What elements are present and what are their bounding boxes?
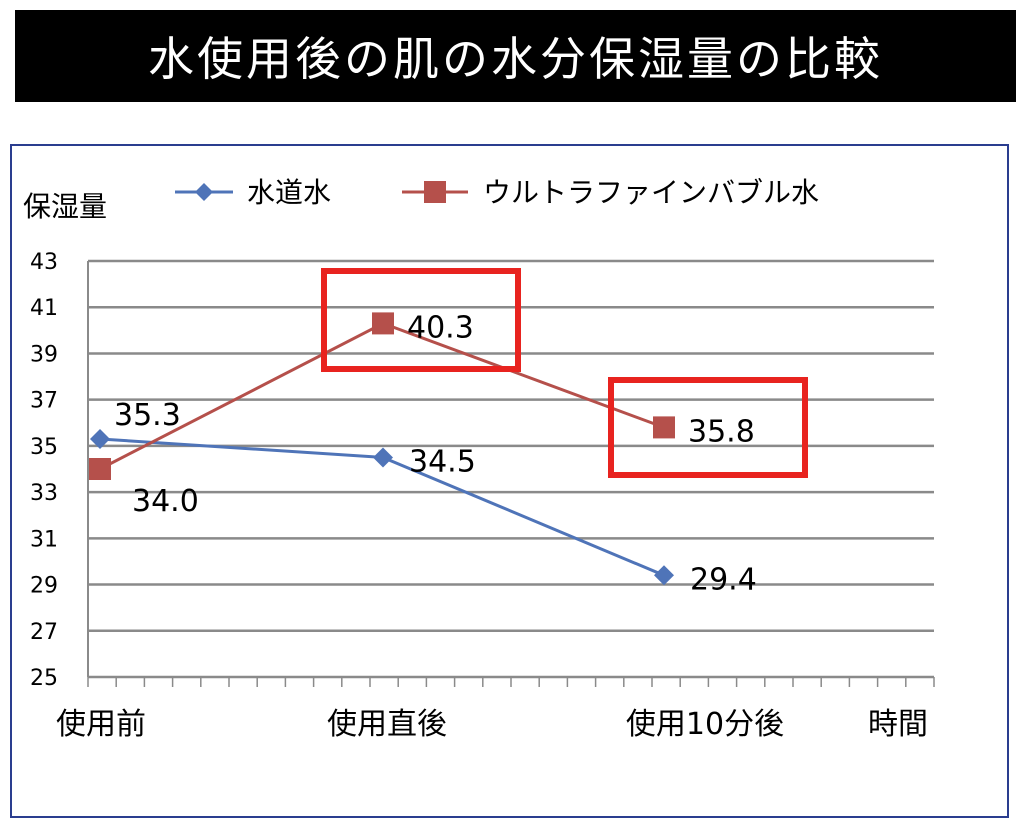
data-point-square <box>89 458 111 480</box>
y-tick-label: 25 <box>30 666 58 691</box>
y-tick-label: 37 <box>30 389 58 414</box>
y-tick-label: 41 <box>30 296 58 321</box>
y-tick-label: 43 <box>30 250 58 275</box>
series-layer <box>89 312 675 586</box>
data-label: 40.3 <box>407 310 474 345</box>
data-label: 29.4 <box>690 562 757 597</box>
y-tick-label: 39 <box>30 342 58 367</box>
data-point-square <box>372 312 394 335</box>
data-labels: 35.3 34.5 29.4 34.0 40.3 35.8 <box>114 310 757 597</box>
legend-label: ウルトラファインバブル水 <box>483 176 819 209</box>
x-tick-label: 使用10分後 <box>626 707 784 742</box>
title-bar: 水使用後の肌の水分保湿量の比較 <box>15 10 1016 102</box>
data-label: 34.5 <box>409 444 476 479</box>
data-point-diamond <box>90 428 110 449</box>
x-tick-label: 使用直後 <box>327 707 447 742</box>
x-axis-label: 時間 <box>868 707 928 742</box>
highlight-box <box>608 377 808 478</box>
data-label: 34.0 <box>132 484 199 519</box>
legend: 水道水 ウルトラファインバブル水 <box>175 176 819 209</box>
legend-marker-diamond <box>195 183 213 201</box>
data-label: 35.3 <box>114 398 181 433</box>
gridlines <box>88 259 934 633</box>
data-point-diamond <box>654 565 674 586</box>
y-tick-label: 33 <box>30 481 58 506</box>
x-tick-label: 使用前 <box>56 707 146 742</box>
chart-frame <box>10 144 1009 818</box>
data-point-square <box>653 416 675 439</box>
y-tick-label: 31 <box>30 527 58 552</box>
highlight-box <box>321 268 521 372</box>
data-point-diamond <box>373 447 393 468</box>
y-axis-label: 保湿量 <box>23 190 107 223</box>
legend-marker-square <box>424 181 446 203</box>
y-tick-label: 27 <box>30 620 58 645</box>
series-line <box>99 321 665 471</box>
y-tick-label: 35 <box>30 435 58 460</box>
page-title: 水使用後の肌の水分保湿量の比較 <box>148 32 883 86</box>
axes: 25 27 29 31 33 35 37 39 41 43 使用前 使用直後 使用10分後 <box>30 250 935 742</box>
y-tick-label: 29 <box>30 574 58 599</box>
highlight-boxes <box>321 268 808 478</box>
data-label: 35.8 <box>688 414 755 449</box>
legend-label: 水道水 <box>247 176 331 209</box>
